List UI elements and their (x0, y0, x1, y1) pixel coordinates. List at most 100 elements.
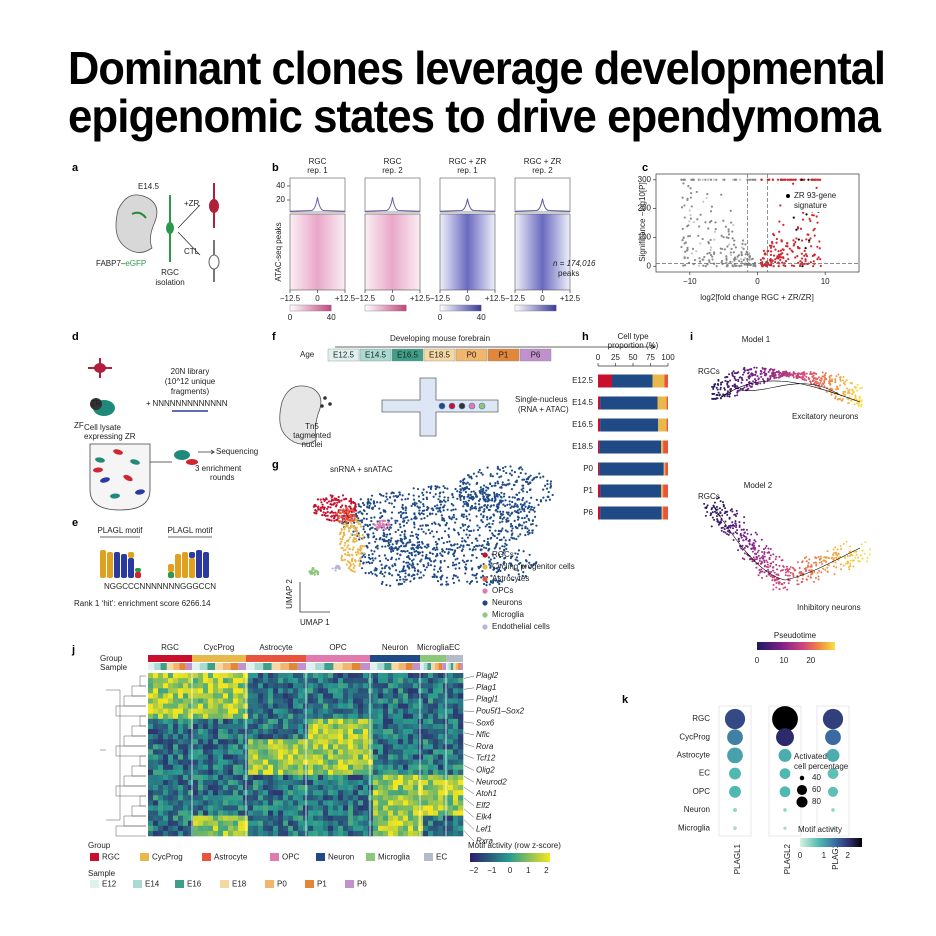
umap-point (340, 514, 343, 518)
heatmap-cell (173, 693, 179, 699)
heatmap-cell (353, 688, 359, 694)
cell-point (766, 377, 769, 380)
umap-point (429, 487, 433, 491)
heatmap-cell (163, 683, 169, 689)
heatmap-cell (168, 764, 174, 771)
umap-point (500, 496, 503, 499)
heatmap-cell (208, 713, 214, 720)
heatmap-cell (183, 744, 189, 750)
heatmap-cell (393, 744, 399, 750)
umap-point (313, 511, 316, 514)
heatmap-cell (423, 673, 429, 679)
umap-point (370, 570, 373, 574)
heatmap-cell (178, 739, 184, 745)
bar-segment (612, 374, 653, 388)
umap-point (353, 521, 356, 524)
heatmap-cell (353, 774, 359, 781)
heatmap-cell (393, 734, 399, 740)
umap-point (445, 547, 448, 551)
umap-point (432, 560, 436, 563)
umap-point (464, 572, 467, 575)
heatmap-cell (253, 713, 259, 720)
umap-point (434, 493, 437, 496)
heatmap-cell (213, 754, 219, 760)
umap-point (359, 544, 362, 548)
heatmap-cell (228, 734, 234, 740)
umap-point (359, 557, 362, 560)
cell-point (775, 586, 778, 589)
heatmap-cell (213, 703, 219, 709)
cell-point (706, 504, 709, 507)
heatmap-cell (208, 785, 214, 791)
heatmap-cell (438, 673, 444, 679)
heatmap-cell (288, 683, 294, 689)
heatmap-cell (238, 774, 244, 781)
heatmap-cell (433, 769, 439, 776)
heatmap-cell (348, 749, 354, 755)
umap-point (526, 481, 529, 484)
umap-point (357, 522, 360, 525)
heatmap-cell (388, 683, 394, 689)
volcano-point (731, 237, 734, 240)
label: E14.5 (138, 182, 159, 191)
heatmap-cell (233, 708, 239, 715)
umap-point (339, 537, 342, 540)
colorbar (514, 304, 557, 312)
umap-point (453, 574, 456, 577)
umap-point (474, 537, 477, 540)
umap-point (485, 486, 488, 489)
cell-point (860, 386, 863, 389)
cell-point (787, 372, 790, 375)
umap-point (335, 512, 339, 515)
heatmap-cell (183, 764, 189, 771)
cell-point (784, 371, 787, 374)
cell-point (815, 382, 818, 385)
umap-point (402, 567, 405, 570)
umap-point (445, 521, 448, 525)
cell-point (731, 524, 734, 527)
heatmap-cell (363, 678, 369, 684)
y-tick-label: 20 (276, 195, 285, 204)
umap-point (488, 525, 491, 529)
heatmap-cell (458, 708, 464, 715)
heatmap-cell (368, 718, 374, 725)
heatmap-cell (178, 769, 184, 776)
cell-point (742, 539, 745, 542)
cell-point (743, 552, 746, 555)
heatmap-cell (433, 723, 439, 730)
umap-point (428, 557, 431, 560)
umap-point (329, 494, 332, 497)
umap-point (366, 506, 369, 509)
sample-bar (230, 663, 239, 670)
heatmap-cell (228, 678, 234, 684)
heatmap-cell (293, 708, 299, 715)
umap-point (447, 552, 450, 555)
heatmap-cell (278, 713, 284, 720)
heatmap-cell (213, 779, 219, 786)
umap-point (407, 519, 410, 522)
category-label: P1 (583, 486, 593, 495)
heatmap-cell (223, 723, 229, 730)
heatmap-cell (223, 754, 229, 760)
heatmap-cell (338, 713, 344, 720)
heatmap-cell (358, 769, 364, 776)
heatmap-cell (298, 744, 304, 750)
cell-point (748, 377, 751, 380)
umap-point (502, 551, 505, 554)
umap-point (355, 553, 358, 556)
cell-point (729, 526, 732, 529)
heatmap-cell (358, 764, 364, 771)
heatmap-cell (168, 688, 174, 694)
cell-point (805, 372, 808, 375)
umap-point (341, 511, 345, 514)
volcano-point (815, 215, 818, 218)
heatmap-cell (283, 764, 289, 771)
volcano-point (727, 228, 730, 231)
volcano-point (800, 257, 804, 260)
title: Dominant clones leverage developmental (68, 42, 885, 94)
label: RGCs (698, 492, 720, 501)
heatmap-cell (193, 749, 199, 755)
umap-point (498, 538, 502, 542)
heatmap-cell (418, 774, 424, 781)
heatmap-cell (268, 718, 274, 725)
